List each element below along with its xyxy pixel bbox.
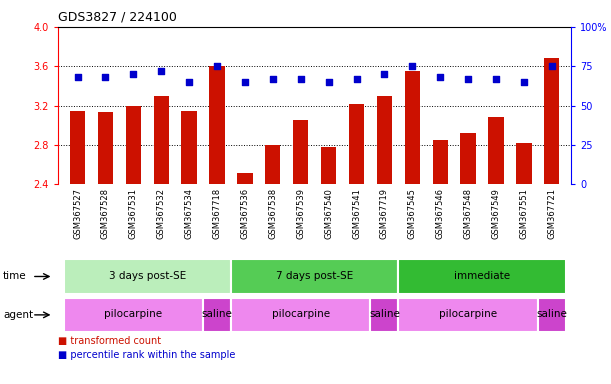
Text: pilocarpine: pilocarpine [272, 309, 330, 319]
Bar [70, 111, 86, 184]
Point [240, 79, 250, 85]
Bar [153, 96, 169, 184]
Text: GSM367721: GSM367721 [547, 188, 556, 239]
Bar [370, 298, 398, 332]
Bar [203, 298, 231, 332]
Bar [488, 118, 503, 184]
Bar [538, 298, 566, 332]
Bar [349, 104, 364, 184]
Bar [98, 111, 113, 184]
Point [408, 63, 417, 70]
Text: time: time [3, 271, 27, 281]
Bar [516, 143, 532, 184]
Text: GSM367532: GSM367532 [157, 188, 166, 239]
Text: ■ percentile rank within the sample: ■ percentile rank within the sample [58, 350, 235, 360]
Point [185, 79, 194, 85]
Point [324, 79, 334, 85]
Point [268, 76, 278, 82]
Bar [64, 298, 203, 332]
Text: GSM367538: GSM367538 [268, 188, 277, 239]
Point [351, 76, 361, 82]
Text: GSM367546: GSM367546 [436, 188, 445, 239]
Bar [398, 259, 566, 294]
Text: GSM367541: GSM367541 [352, 188, 361, 239]
Text: ■ transformed count: ■ transformed count [58, 336, 161, 346]
Bar [544, 58, 560, 184]
Bar [181, 111, 197, 184]
Bar [210, 66, 225, 184]
Bar [231, 298, 370, 332]
Point [73, 74, 82, 80]
Bar [377, 96, 392, 184]
Point [212, 63, 222, 70]
Text: GSM367536: GSM367536 [241, 188, 249, 239]
Text: GSM367551: GSM367551 [519, 188, 529, 239]
Text: immediate: immediate [454, 271, 510, 281]
Text: saline: saline [536, 309, 567, 319]
Point [156, 68, 166, 74]
Point [128, 71, 138, 77]
Text: GSM367549: GSM367549 [491, 188, 500, 239]
Bar [433, 140, 448, 184]
Text: GSM367548: GSM367548 [464, 188, 472, 239]
Text: GDS3827 / 224100: GDS3827 / 224100 [58, 10, 177, 23]
Bar [321, 147, 336, 184]
Text: GSM367528: GSM367528 [101, 188, 110, 239]
Bar [237, 172, 252, 184]
Text: pilocarpine: pilocarpine [439, 309, 497, 319]
Bar [461, 133, 476, 184]
Point [491, 76, 501, 82]
Text: saline: saline [202, 309, 232, 319]
Text: 3 days post-SE: 3 days post-SE [109, 271, 186, 281]
Text: GSM367534: GSM367534 [185, 188, 194, 239]
Text: 7 days post-SE: 7 days post-SE [276, 271, 353, 281]
Point [101, 74, 111, 80]
Text: GSM367527: GSM367527 [73, 188, 82, 239]
Bar [265, 145, 280, 184]
Bar [404, 71, 420, 184]
Point [379, 71, 389, 77]
Point [547, 63, 557, 70]
Bar [231, 259, 398, 294]
Text: agent: agent [3, 310, 33, 320]
Bar [398, 298, 538, 332]
Text: GSM367719: GSM367719 [380, 188, 389, 239]
Point [435, 74, 445, 80]
Text: GSM367539: GSM367539 [296, 188, 306, 239]
Text: GSM367718: GSM367718 [213, 188, 222, 239]
Text: saline: saline [369, 309, 400, 319]
Bar [126, 106, 141, 184]
Bar [64, 259, 231, 294]
Text: pilocarpine: pilocarpine [104, 309, 163, 319]
Point [519, 79, 529, 85]
Text: GSM367540: GSM367540 [324, 188, 333, 239]
Bar [293, 120, 309, 184]
Point [463, 76, 473, 82]
Text: GSM367545: GSM367545 [408, 188, 417, 239]
Point [296, 76, 306, 82]
Text: GSM367531: GSM367531 [129, 188, 138, 239]
